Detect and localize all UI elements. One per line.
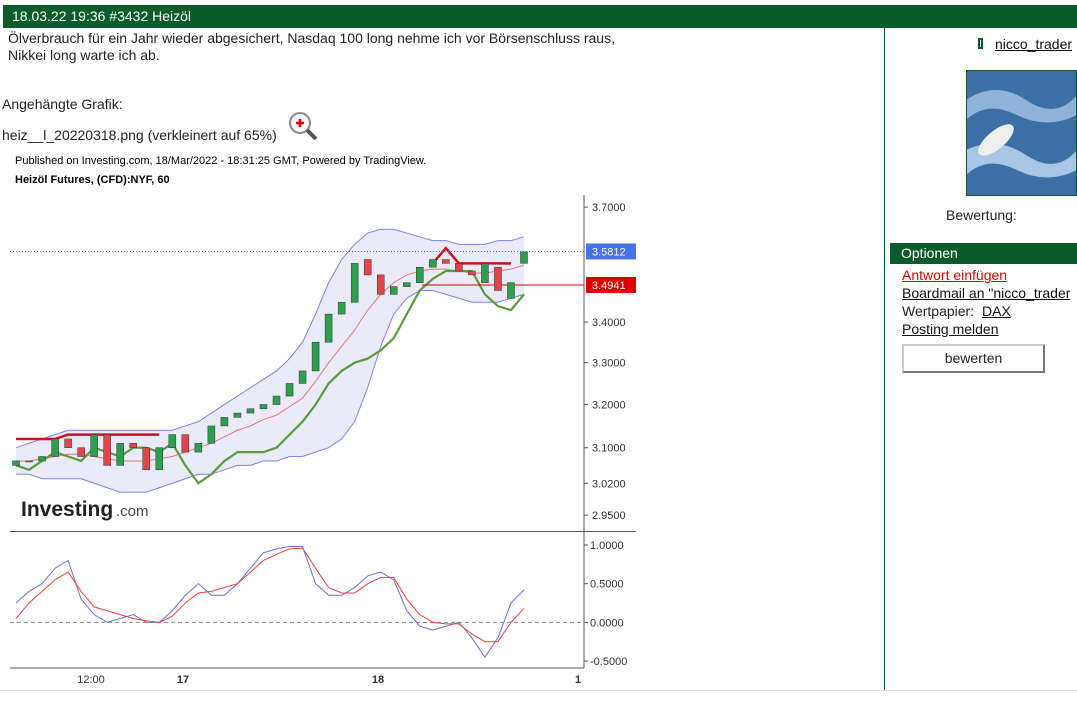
candle <box>389 286 398 295</box>
overlay-line <box>15 269 525 485</box>
security-link[interactable]: DAX <box>982 303 1011 319</box>
x-tick-label: 18 <box>372 674 384 686</box>
candle <box>429 259 437 268</box>
boardmail-link[interactable]: Boardmail an "nicco_trader <box>902 285 1071 301</box>
y-tick-label: 3.7000 <box>592 202 626 214</box>
y-tick-label: 3.2000 <box>592 400 626 412</box>
candle <box>455 263 463 272</box>
user-link[interactable]: nicco_trader <box>995 36 1073 52</box>
candle <box>246 408 255 414</box>
attachment-file: heiz__l_20220318.png (verkleinert auf 65… <box>2 127 277 143</box>
post-line: Nikkei long warte ich ab. <box>8 47 160 63</box>
candle <box>376 274 385 295</box>
candle <box>494 266 502 291</box>
candle <box>90 434 98 457</box>
candle <box>38 456 46 462</box>
candle <box>259 404 268 410</box>
candle <box>363 259 372 276</box>
candle <box>337 301 346 315</box>
x-tick-label: 12:00 <box>77 674 105 686</box>
chart: Published on Investing.com, 18/Mar/2022 … <box>10 155 636 686</box>
candle <box>298 370 307 384</box>
logo-suffix: .com <box>116 503 149 520</box>
candle <box>350 263 359 303</box>
zoom-icon[interactable] <box>287 110 319 142</box>
y-tick-label: 3.0200 <box>592 478 626 490</box>
candle <box>181 434 190 453</box>
options-title: Optionen <box>890 243 1077 264</box>
candle <box>285 383 294 397</box>
candle <box>507 282 515 299</box>
candle <box>272 395 281 405</box>
y-tick-label: 0.0000 <box>590 617 624 629</box>
x-tick-label: 1 <box>575 674 581 686</box>
price-label: 3.5812 <box>592 246 626 258</box>
y-tick-label: 3.3000 <box>592 358 626 370</box>
y-tick-label: -0.5000 <box>590 656 627 668</box>
security-label: Wertpapier: <box>902 303 975 319</box>
candle <box>403 282 411 287</box>
price-box <box>586 243 636 260</box>
candle <box>324 313 333 343</box>
candle <box>220 417 229 427</box>
attachment-label: Angehängte Grafik: <box>2 96 123 112</box>
y-tick-label: 3.1000 <box>592 443 626 455</box>
post-header: 18.03.22 19:36 #3432 Heizöl <box>3 5 1077 28</box>
overlay-line <box>16 264 525 462</box>
candle <box>442 259 450 264</box>
logo: Investing <box>21 498 113 521</box>
y-tick-label: 2.9500 <box>592 510 626 522</box>
avatar <box>966 70 1077 196</box>
candle <box>194 443 203 453</box>
overlay-line <box>16 289 525 493</box>
candle <box>207 425 216 444</box>
candle <box>520 251 528 264</box>
candle <box>481 263 489 283</box>
candle <box>129 443 137 448</box>
osc-line <box>15 546 525 659</box>
overlay-line <box>16 246 511 441</box>
candle <box>416 266 424 283</box>
candle <box>77 447 85 457</box>
candle <box>142 447 151 471</box>
chart-title: Heizöl Futures, (CFD):NYF, 60 <box>15 174 170 186</box>
candle <box>25 460 33 463</box>
candle <box>12 460 20 466</box>
y-tick-label: 3.4000 <box>592 317 626 329</box>
price-label: 3.4941 <box>592 280 626 292</box>
bottom-border <box>0 690 1077 691</box>
price-box <box>586 276 636 293</box>
candle <box>168 434 177 448</box>
band-fill <box>16 229 524 493</box>
divider <box>884 28 885 691</box>
candle <box>233 412 242 418</box>
candle <box>64 438 72 448</box>
candle <box>116 443 124 466</box>
rate-button[interactable]: bewerten <box>902 344 1045 373</box>
y-tick-label: 1.0000 <box>590 540 624 552</box>
osc-line <box>15 547 525 643</box>
y-tick-label: 0.5000 <box>590 579 624 591</box>
candle <box>468 270 476 276</box>
reply-link[interactable]: Antwort einfügen <box>902 267 1008 283</box>
post-line: Ölverbrauch für ein Jahr wieder abgesich… <box>8 30 615 46</box>
overlay-line <box>15 228 525 449</box>
user-icon <box>978 38 983 49</box>
candle <box>311 341 320 372</box>
candle <box>51 438 59 457</box>
x-tick-label: 17 <box>177 674 189 686</box>
published: Published on Investing.com, 18/Mar/2022 … <box>15 155 426 167</box>
rating-label: Bewertung: <box>946 207 1017 223</box>
candle <box>103 434 111 466</box>
candle <box>155 447 164 471</box>
report-link[interactable]: Posting melden <box>902 321 999 337</box>
